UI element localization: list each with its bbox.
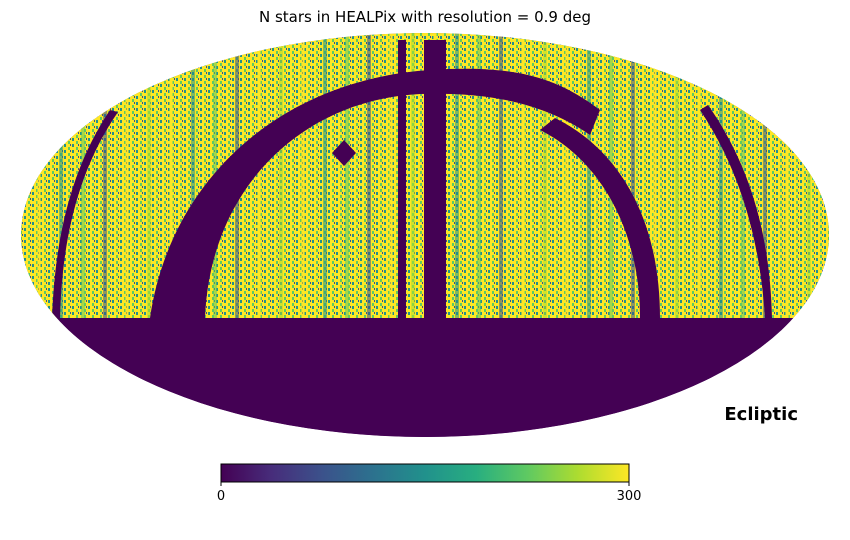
scan-stripe [59,33,64,318]
far-right-gap [700,105,772,318]
chart-title: N stars in HEALPix with resolution = 0.9… [259,8,591,26]
scan-stripe [323,33,328,318]
scan-stripe [257,33,262,318]
scan-stripe [147,33,152,318]
scan-stripe [411,33,416,318]
scan-stripe [191,33,196,318]
scan-stripe [718,33,723,318]
diamond-gap [332,140,356,166]
central-wide-gap [424,40,446,318]
scan-stripe [389,33,394,318]
colorbar-gradient [220,463,630,483]
central-meridian-gap [398,40,406,318]
southern-sky-empty-region [21,318,829,437]
far-left-gap [52,110,118,318]
scan-stripe [696,33,701,318]
colorbar-tick-label-min: 0 [217,489,225,504]
colorbar: 0 300 [217,463,642,504]
scan-stripe [630,33,635,318]
scan-stripe [454,33,459,318]
scan-stripe [652,33,657,318]
scan-stripe [367,33,372,318]
right-curved-gap [540,118,660,318]
coverage-gaps [52,40,772,318]
scan-stripe [125,33,130,318]
scan-stripe [103,33,108,318]
coordinate-system-label: Ecliptic [724,404,798,425]
scan-stripe [806,33,811,318]
scan-stripe [476,33,481,318]
scan-stripe [564,33,569,318]
scan-stripe [37,33,42,318]
colorbar-tick-label-max: 300 [617,489,642,504]
scan-stripe [586,33,591,318]
scan-stripe [169,33,174,318]
sky-map [21,33,829,437]
arched-coverage-gap [150,68,600,318]
scan-stripe [542,33,547,318]
scan-stripe [784,33,789,318]
scan-stripe [498,33,503,318]
scan-stripe [279,33,284,318]
scan-stripe [674,33,679,318]
scan-stripe [345,33,350,318]
southern-empty-fill [21,318,829,437]
scan-stripe [301,33,306,318]
scan-stripe [520,33,525,318]
scan-stripe [762,33,767,318]
